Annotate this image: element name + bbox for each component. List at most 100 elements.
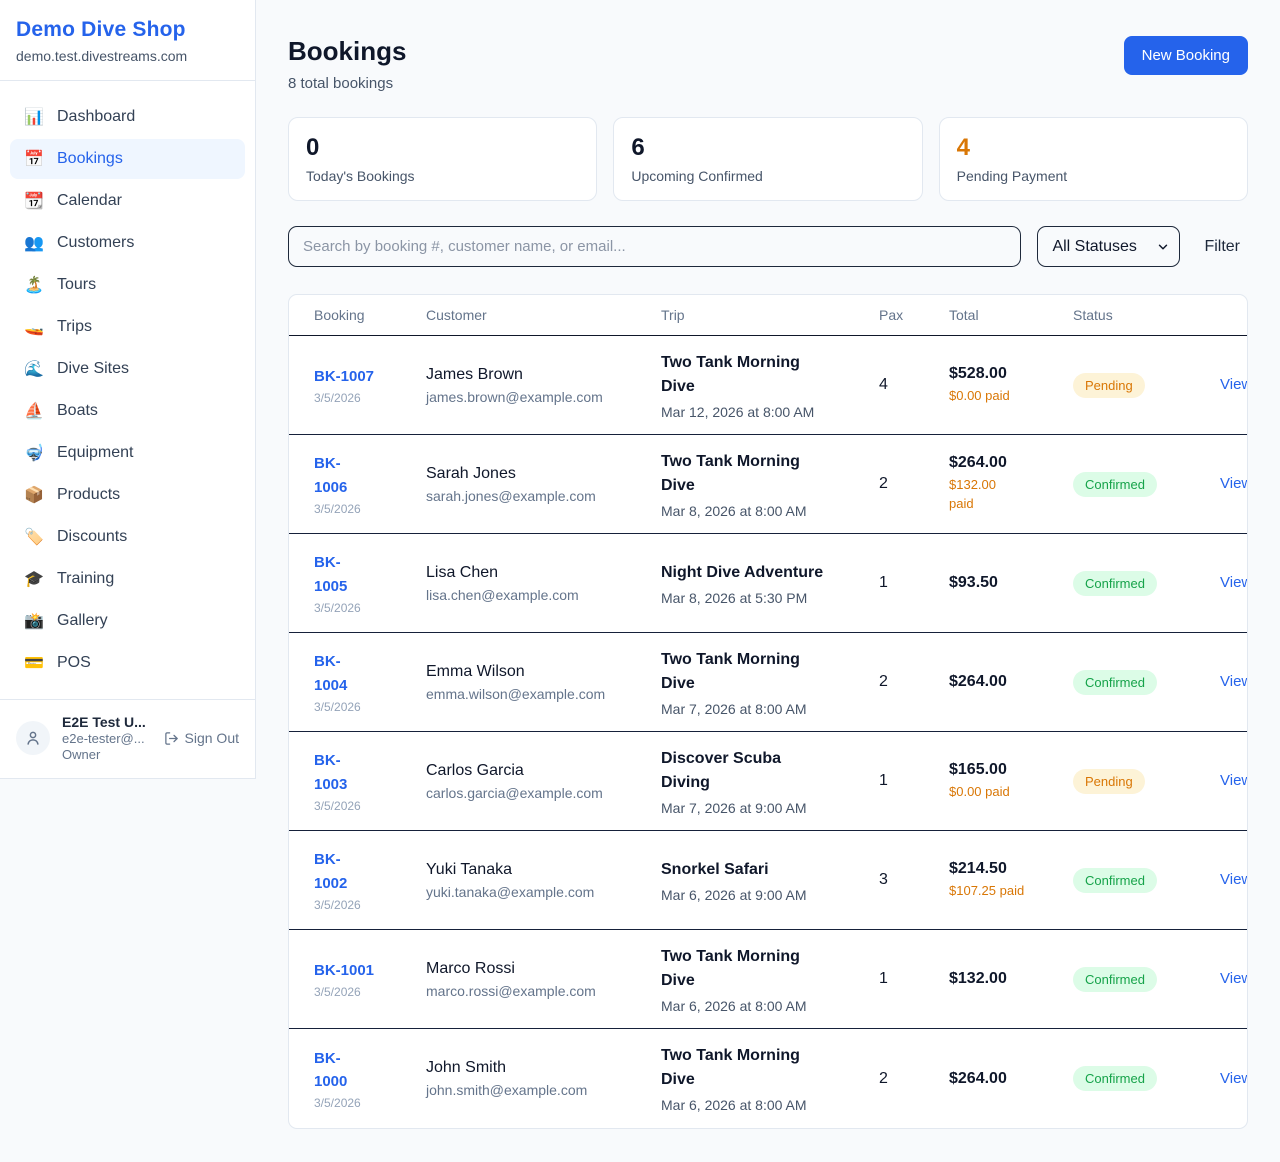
status-badge: Confirmed <box>1073 669 1157 695</box>
column-header-total: Total <box>949 307 979 323</box>
status-badge: Confirmed <box>1073 966 1157 992</box>
view-link[interactable]: View <box>1220 1069 1247 1087</box>
sidebar-item-trips[interactable]: 🚤 Trips <box>10 307 245 347</box>
trips-icon: 🚤 <box>24 319 44 336</box>
trip-datetime: Mar 12, 2026 at 8:00 AM <box>661 403 815 420</box>
calendar-icon: 📆 <box>24 193 44 210</box>
booking-id-link[interactable]: BK- 1006 <box>314 455 348 496</box>
sidebar-item-boats[interactable]: ⛵ Boats <box>10 391 245 431</box>
filter-button[interactable]: Filter <box>1204 237 1240 255</box>
page-header: Bookings 8 total bookings New Booking <box>288 36 1248 92</box>
sidebar-item-bookings[interactable]: 📅 Bookings <box>10 139 245 179</box>
status-badge: Pending <box>1073 768 1145 794</box>
booking-id-link[interactable]: BK- 1000 <box>314 1049 348 1090</box>
search-input[interactable] <box>288 226 1022 267</box>
user-block: E2E Test U... e2e-tester@... Owner Sign … <box>0 699 255 776</box>
sidebar-item-calendar[interactable]: 📆 Calendar <box>10 181 245 221</box>
sidebar-item-pos[interactable]: 💳 POS <box>10 643 245 683</box>
sidebar-item-gallery[interactable]: 📸 Gallery <box>10 601 245 641</box>
status-badge: Confirmed <box>1073 471 1157 497</box>
booking-cell: BK- 1002 3/5/2026 <box>314 848 426 912</box>
stat-card: 4 Pending Payment <box>938 117 1248 201</box>
sidebar-item-equipment[interactable]: 🤿 Equipment <box>10 433 245 473</box>
booking-date: 3/5/2026 <box>314 501 361 516</box>
gallery-icon: 📸 <box>24 613 44 630</box>
customer-cell: Emma Wilson emma.wilson@example.com <box>426 663 661 702</box>
booking-id-link[interactable]: BK-1001 <box>314 961 375 979</box>
actions-cell: View <box>1194 475 1247 493</box>
stat-cards: 0 Today's Bookings 6 Upcoming Confirmed 4 Pen… <box>288 117 1248 201</box>
table-row: BK-1007 3/5/2026 James Brown james.brown@ex… <box>289 336 1247 435</box>
new-booking-button[interactable]: New Booking <box>1123 36 1248 75</box>
pax-count: 2 <box>879 1069 888 1087</box>
booking-id-link[interactable]: BK- 1005 <box>314 554 348 595</box>
status-cell: Confirmed <box>1073 570 1194 596</box>
sidebar-item-customers[interactable]: 👥 Customers <box>10 223 245 263</box>
booking-cell: BK- 1006 3/5/2026 <box>314 452 426 516</box>
booking-date: 3/5/2026 <box>314 985 361 1000</box>
view-link[interactable]: View <box>1220 574 1247 591</box>
customer-email: marco.rossi@example.com <box>426 982 596 999</box>
dive-sites-icon: 🌊 <box>24 361 44 378</box>
sidebar-item-label: Trips <box>57 318 92 335</box>
booking-id-link[interactable]: BK- 1002 <box>314 851 348 892</box>
status-badge: Confirmed <box>1073 1066 1157 1091</box>
sidebar-item-label: Training <box>57 570 115 587</box>
sign-out-icon <box>164 731 179 746</box>
sidebar: Demo Dive Shop demo.test.divestreams.com… <box>0 0 256 779</box>
booking-cell: BK-1007 3/5/2026 <box>314 365 426 405</box>
view-link[interactable]: View <box>1220 772 1247 789</box>
booking-date: 3/5/2026 <box>314 600 361 615</box>
sidebar-item-dashboard[interactable]: 📊 Dashboard <box>10 97 245 137</box>
bookings-table: Booking Customer Trip Pax Total Status BK-100… <box>288 294 1248 1129</box>
products-icon: 📦 <box>24 487 44 504</box>
view-link[interactable]: View <box>1220 871 1247 888</box>
table-row: BK- 1000 3/5/2026 John Smith john.smith@exa… <box>289 1029 1247 1128</box>
customer-email: yuki.tanaka@example.com <box>426 883 595 900</box>
total-amount: $264.00 <box>949 1069 1007 1087</box>
booking-id-link[interactable]: BK-1007 <box>314 367 375 385</box>
trip-name: Two Tank Morning Dive <box>661 452 800 494</box>
trip-datetime: Mar 8, 2026 at 5:30 PM <box>661 589 808 606</box>
bookings-icon: 📅 <box>24 151 44 168</box>
table-row: BK- 1004 3/5/2026 Emma Wilson emma.wilson@e… <box>289 633 1247 732</box>
sidebar-item-dive-sites[interactable]: 🌊 Dive Sites <box>10 349 245 389</box>
actions-cell: View <box>1194 376 1247 394</box>
booking-id-link[interactable]: BK- 1003 <box>314 752 348 793</box>
trip-name: Night Dive Adventure <box>661 563 824 581</box>
trip-datetime: Mar 6, 2026 at 8:00 AM <box>661 997 807 1014</box>
booking-date: 3/5/2026 <box>314 699 361 714</box>
status-badge: Pending <box>1073 372 1145 398</box>
status-select[interactable]: All Statuses <box>1037 226 1181 267</box>
pax-count: 4 <box>879 376 888 393</box>
sidebar-item-tours[interactable]: 🏝️ Tours <box>10 265 245 305</box>
dashboard-icon: 📊 <box>24 109 44 126</box>
pax-count: 2 <box>879 673 888 690</box>
customer-cell: Lisa Chen lisa.chen@example.com <box>426 564 661 603</box>
view-link[interactable]: View <box>1220 673 1247 690</box>
view-link[interactable]: View <box>1220 970 1247 987</box>
customer-name: Marco Rossi <box>426 959 515 977</box>
sidebar-item-training[interactable]: 🎓 Training <box>10 559 245 599</box>
view-link[interactable]: View <box>1220 475 1247 492</box>
customer-cell: John Smith john.smith@example.com <box>426 1059 661 1098</box>
booking-id-link[interactable]: BK- 1004 <box>314 653 348 694</box>
sidebar-item-label: Boats <box>57 402 98 419</box>
sidebar-nav: 📊 Dashboard 📅 Bookings 📆 Calendar 👥 Customers 🏝️… <box>0 81 255 699</box>
sidebar-item-label: Dashboard <box>57 108 136 125</box>
sign-out-button[interactable]: Sign Out <box>164 730 239 746</box>
total-amount: $165.00 <box>949 760 1007 778</box>
customer-cell: James Brown james.brown@example.com <box>426 366 661 405</box>
trip-name: Two Tank Morning Dive <box>661 947 800 989</box>
column-header-pax: Pax <box>879 307 904 323</box>
sidebar-item-products[interactable]: 📦 Products <box>10 475 245 515</box>
total-cell: $165.00 $0.00 paid <box>949 761 1073 802</box>
table-row: BK-1001 3/5/2026 Marco Rossi marco.rossi@ex… <box>289 930 1247 1029</box>
view-link[interactable]: View <box>1220 376 1247 393</box>
customers-icon: 👥 <box>24 235 44 252</box>
customer-email: lisa.chen@example.com <box>426 586 579 603</box>
customer-name: Lisa Chen <box>426 563 499 581</box>
booking-cell: BK- 1000 3/5/2026 <box>314 1047 426 1111</box>
stat-value: 4 <box>956 134 971 161</box>
sidebar-item-discounts[interactable]: 🏷️ Discounts <box>10 517 245 557</box>
